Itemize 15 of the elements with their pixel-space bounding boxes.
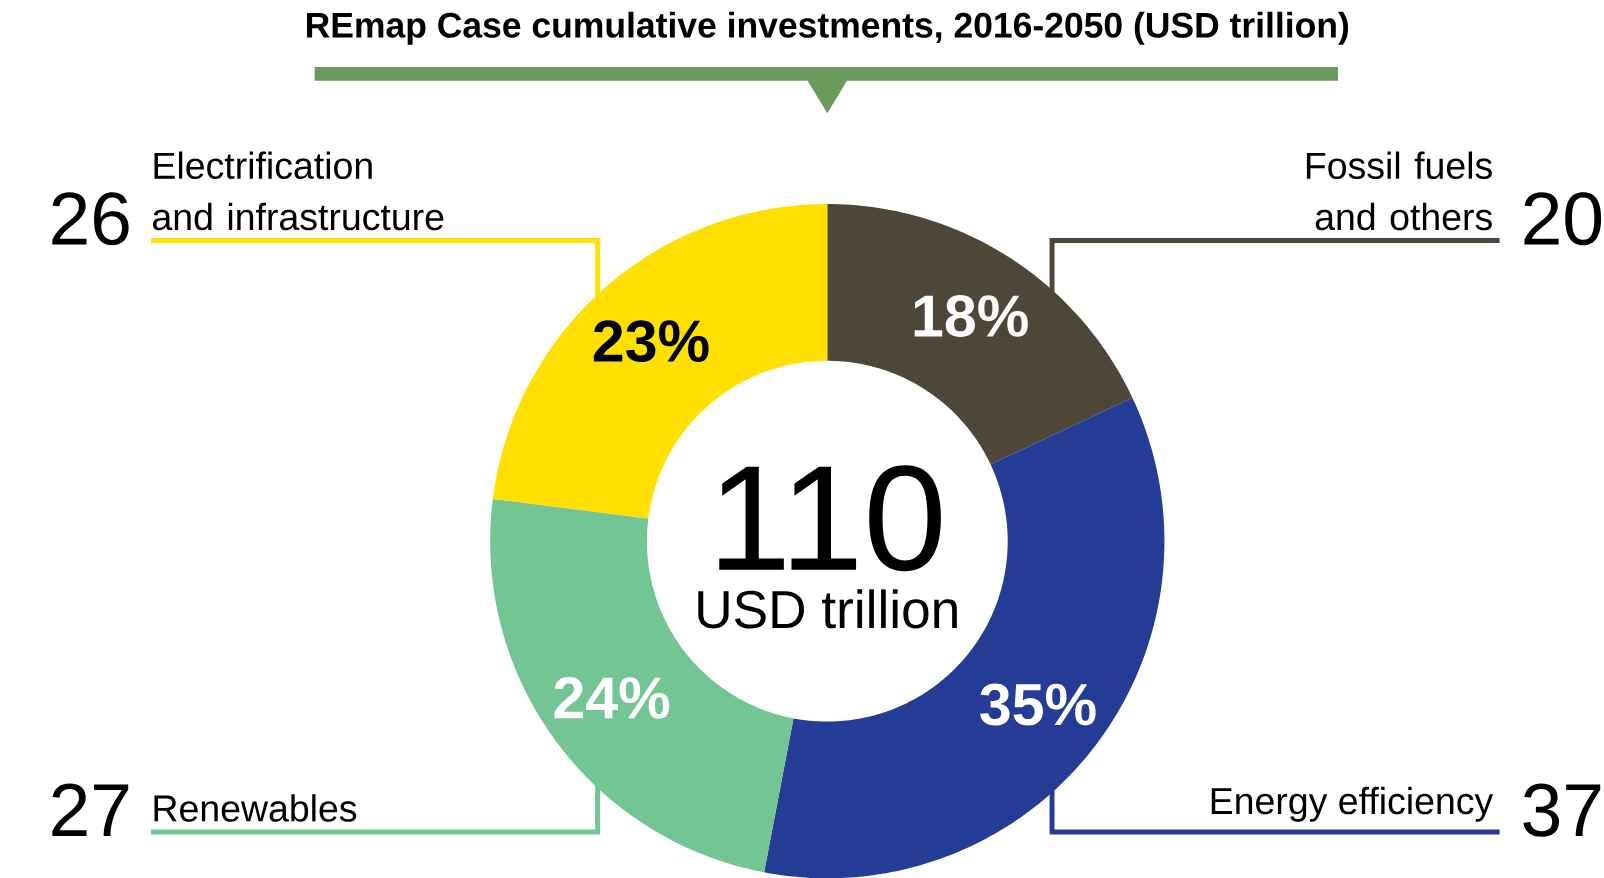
slice-label: Electrification and infrastructure [153, 151, 444, 231]
text: 37 [1523, 783, 1601, 837]
text: 27 [52, 783, 129, 836]
slice-label: Energy efficiency [1211, 786, 1494, 822]
slice-label: Renewables [154, 794, 357, 822]
text: 26 [52, 191, 129, 246]
data-label: 23% [593, 320, 709, 362]
data-label: 24% [554, 676, 670, 719]
data-label: 35% [980, 683, 1096, 726]
slice-label: Fossil fuels and others [1306, 151, 1492, 231]
data-label: 18% [914, 294, 1028, 337]
text: 20 [1524, 191, 1602, 246]
chart-title: REmap Case cumulative investments, 2016-2050 (USD trillion) [307, 11, 1349, 45]
text: 110 [719, 464, 941, 572]
text: USD trillion [698, 589, 957, 629]
